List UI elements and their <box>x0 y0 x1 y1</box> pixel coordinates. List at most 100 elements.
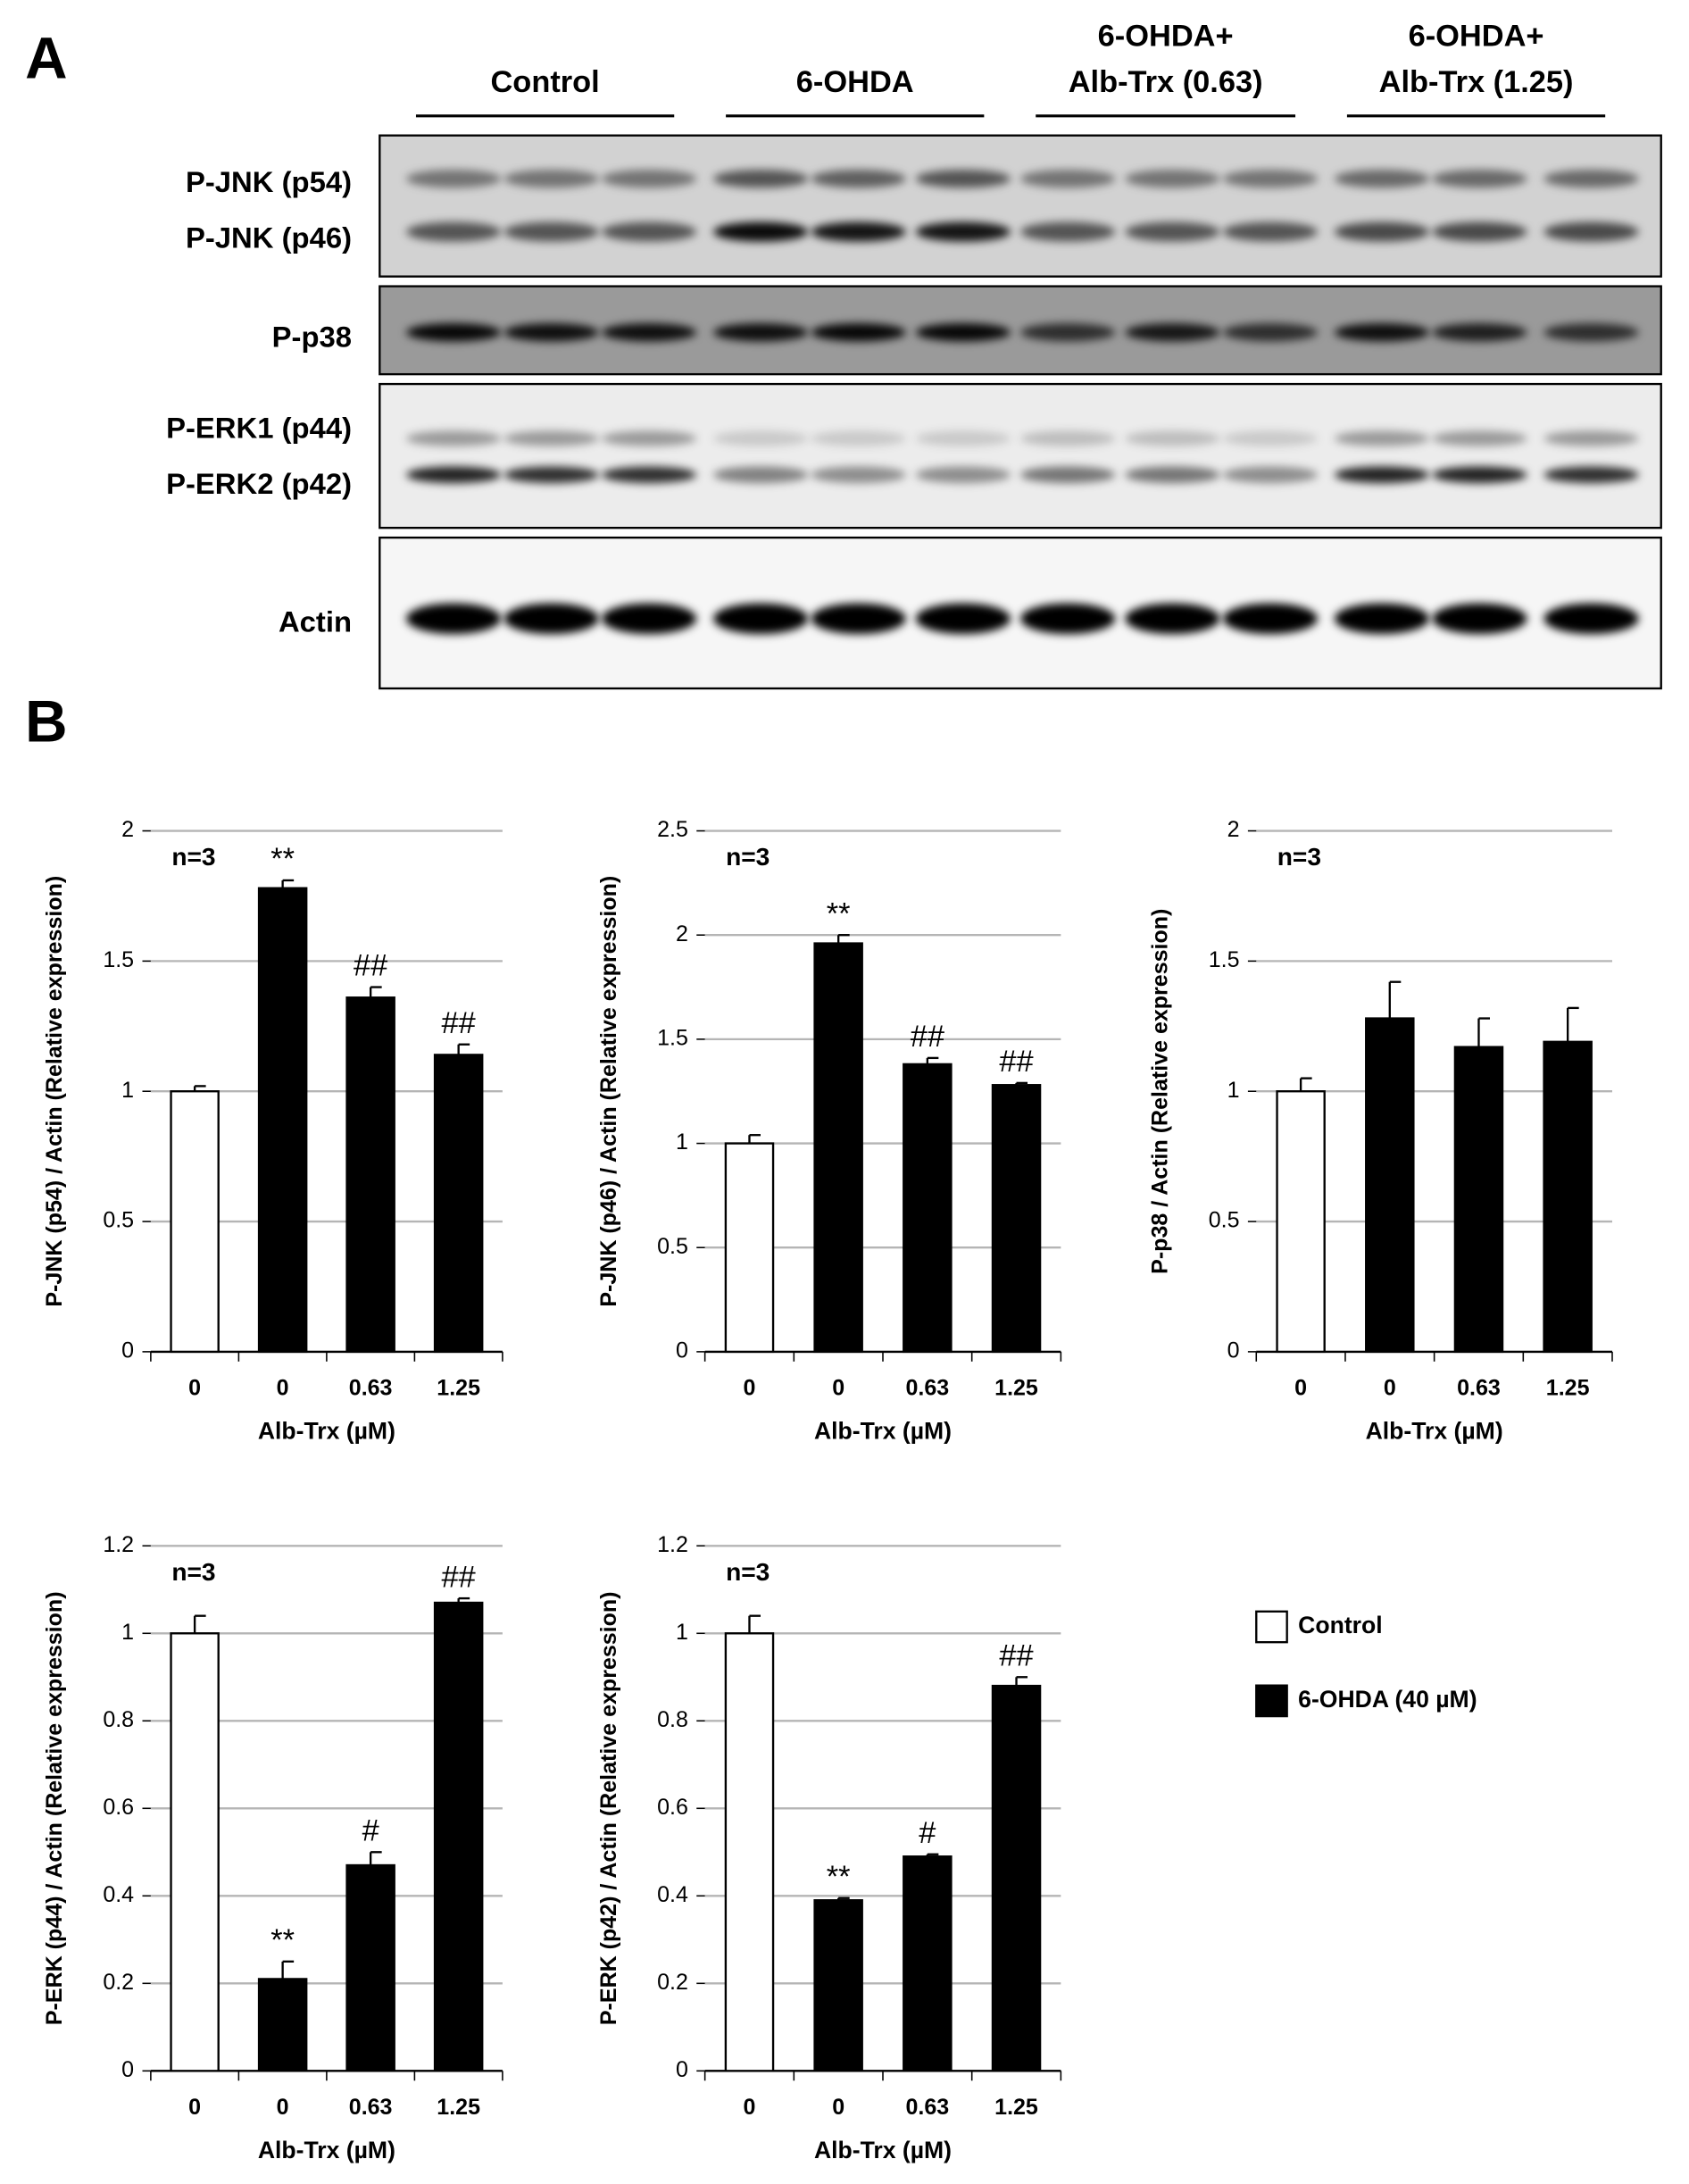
blot-band <box>601 430 697 446</box>
blot-band <box>713 221 809 242</box>
row-label: P-JNK (p54) <box>186 165 352 198</box>
y-tick-label: 0.6 <box>657 1795 688 1820</box>
y-axis-title: P-JNK (p54) / Actin (Relative expression… <box>42 876 67 1307</box>
blot-band <box>601 603 697 635</box>
x-tick-label: 0.63 <box>349 1376 393 1401</box>
x-tick-label: 0 <box>832 1376 844 1401</box>
blot-strip <box>379 382 1662 529</box>
blot-band <box>811 221 906 242</box>
bar <box>170 1632 220 2072</box>
significance-label: ## <box>354 949 387 983</box>
bar <box>1543 1040 1593 1354</box>
bar <box>724 1142 775 1354</box>
blot-band <box>811 170 906 188</box>
x-tick-label: 0 <box>277 1376 289 1401</box>
y-tick-label: 1 <box>121 1620 134 1645</box>
blot-band <box>406 323 502 342</box>
significance-label: ## <box>442 1560 476 1594</box>
bar <box>257 887 308 1354</box>
blot-band <box>406 430 502 446</box>
y-tick-label: 2 <box>1227 817 1240 842</box>
blot-band <box>1222 170 1319 188</box>
blot-band <box>406 603 502 635</box>
significance-label: # <box>919 1816 936 1850</box>
blot-band <box>503 323 599 342</box>
blot-band <box>915 430 1011 446</box>
bar <box>1453 1046 1504 1354</box>
blot-band <box>713 466 809 484</box>
x-axis-title: Alb-Trx (µM) <box>258 2137 395 2163</box>
x-tick-label: 0.63 <box>905 1376 949 1401</box>
x-tick-label: 0.63 <box>1457 1376 1501 1401</box>
significance-label: ** <box>827 1860 851 1894</box>
x-tick-label: 0 <box>832 2095 844 2120</box>
blot-band <box>1334 323 1430 342</box>
row-label: P-ERK1 (p44) <box>166 411 352 444</box>
y-tick-label: 2 <box>121 817 134 842</box>
blot-band <box>1543 466 1639 484</box>
blot-band <box>1543 170 1639 188</box>
y-tick-label: 0.8 <box>103 1707 134 1732</box>
significance-label: ** <box>827 896 851 930</box>
x-tick-label: 0.63 <box>349 2095 393 2120</box>
blot-band <box>503 466 599 484</box>
blot-band <box>1125 170 1220 188</box>
blot-band <box>1020 430 1116 446</box>
blot-band <box>1543 430 1639 446</box>
blot-band <box>1222 323 1319 342</box>
blot-band <box>811 603 906 635</box>
bar <box>724 1632 775 2072</box>
x-axis-title: Alb-Trx (µM) <box>258 1418 395 1445</box>
blot-band <box>601 323 697 342</box>
blot-band <box>406 466 502 484</box>
y-tick-label: 0.2 <box>103 1970 134 1995</box>
y-tick-label: 1.5 <box>1209 947 1240 972</box>
blot-band <box>915 221 1011 242</box>
y-tick-label: 1 <box>676 1620 688 1645</box>
x-tick-label: 1.25 <box>437 2095 480 2120</box>
blot-band <box>915 603 1011 635</box>
y-tick-label: 0.6 <box>103 1795 134 1820</box>
y-tick-label: 0.5 <box>103 1208 134 1233</box>
legend-label: 6-OHDA (40 µM) <box>1298 1686 1477 1713</box>
blot-band <box>1543 603 1639 635</box>
blot-band <box>1543 323 1639 342</box>
blot-band <box>1020 221 1116 242</box>
blot-band <box>1334 170 1430 188</box>
y-tick-label: 2 <box>676 921 688 946</box>
x-tick-label: 0 <box>277 2095 289 2120</box>
bar <box>903 1063 953 1354</box>
annotation: n=3 <box>1277 843 1321 871</box>
blot-band <box>406 221 502 242</box>
x-tick-label: 0 <box>744 2095 756 2120</box>
blot-band <box>1020 323 1116 342</box>
blot-band <box>1543 221 1639 242</box>
blot-band <box>713 323 809 342</box>
row-label: P-JNK (p46) <box>186 221 352 254</box>
y-tick-label: 0.2 <box>657 1970 688 1995</box>
y-tick-label: 2.5 <box>657 817 688 842</box>
blot-band <box>1334 221 1430 242</box>
blot-band <box>713 603 809 635</box>
significance-label: ## <box>999 1638 1033 1672</box>
group-label: Alb-Trx (0.63) <box>1069 65 1263 99</box>
blot-band <box>1020 170 1116 188</box>
blot-band <box>1334 466 1430 484</box>
y-axis-title: P-ERK (p44) / Actin (Relative expression… <box>42 1591 67 2025</box>
significance-label: ## <box>999 1045 1033 1079</box>
panel-label: A <box>25 26 67 91</box>
blot-band <box>503 170 599 188</box>
significance-label: ## <box>442 1006 476 1040</box>
blot-band <box>1222 430 1319 446</box>
bar <box>170 1090 220 1354</box>
group-label: Control <box>490 65 599 99</box>
y-tick-label: 0 <box>1227 1338 1240 1363</box>
bar <box>991 1084 1042 1354</box>
blot-band <box>1125 323 1220 342</box>
significance-label: # <box>362 1814 379 1848</box>
blot-band <box>1432 603 1527 635</box>
y-tick-label: 0.4 <box>103 1882 134 1907</box>
bar <box>903 1855 953 2072</box>
bar <box>433 1601 484 2072</box>
